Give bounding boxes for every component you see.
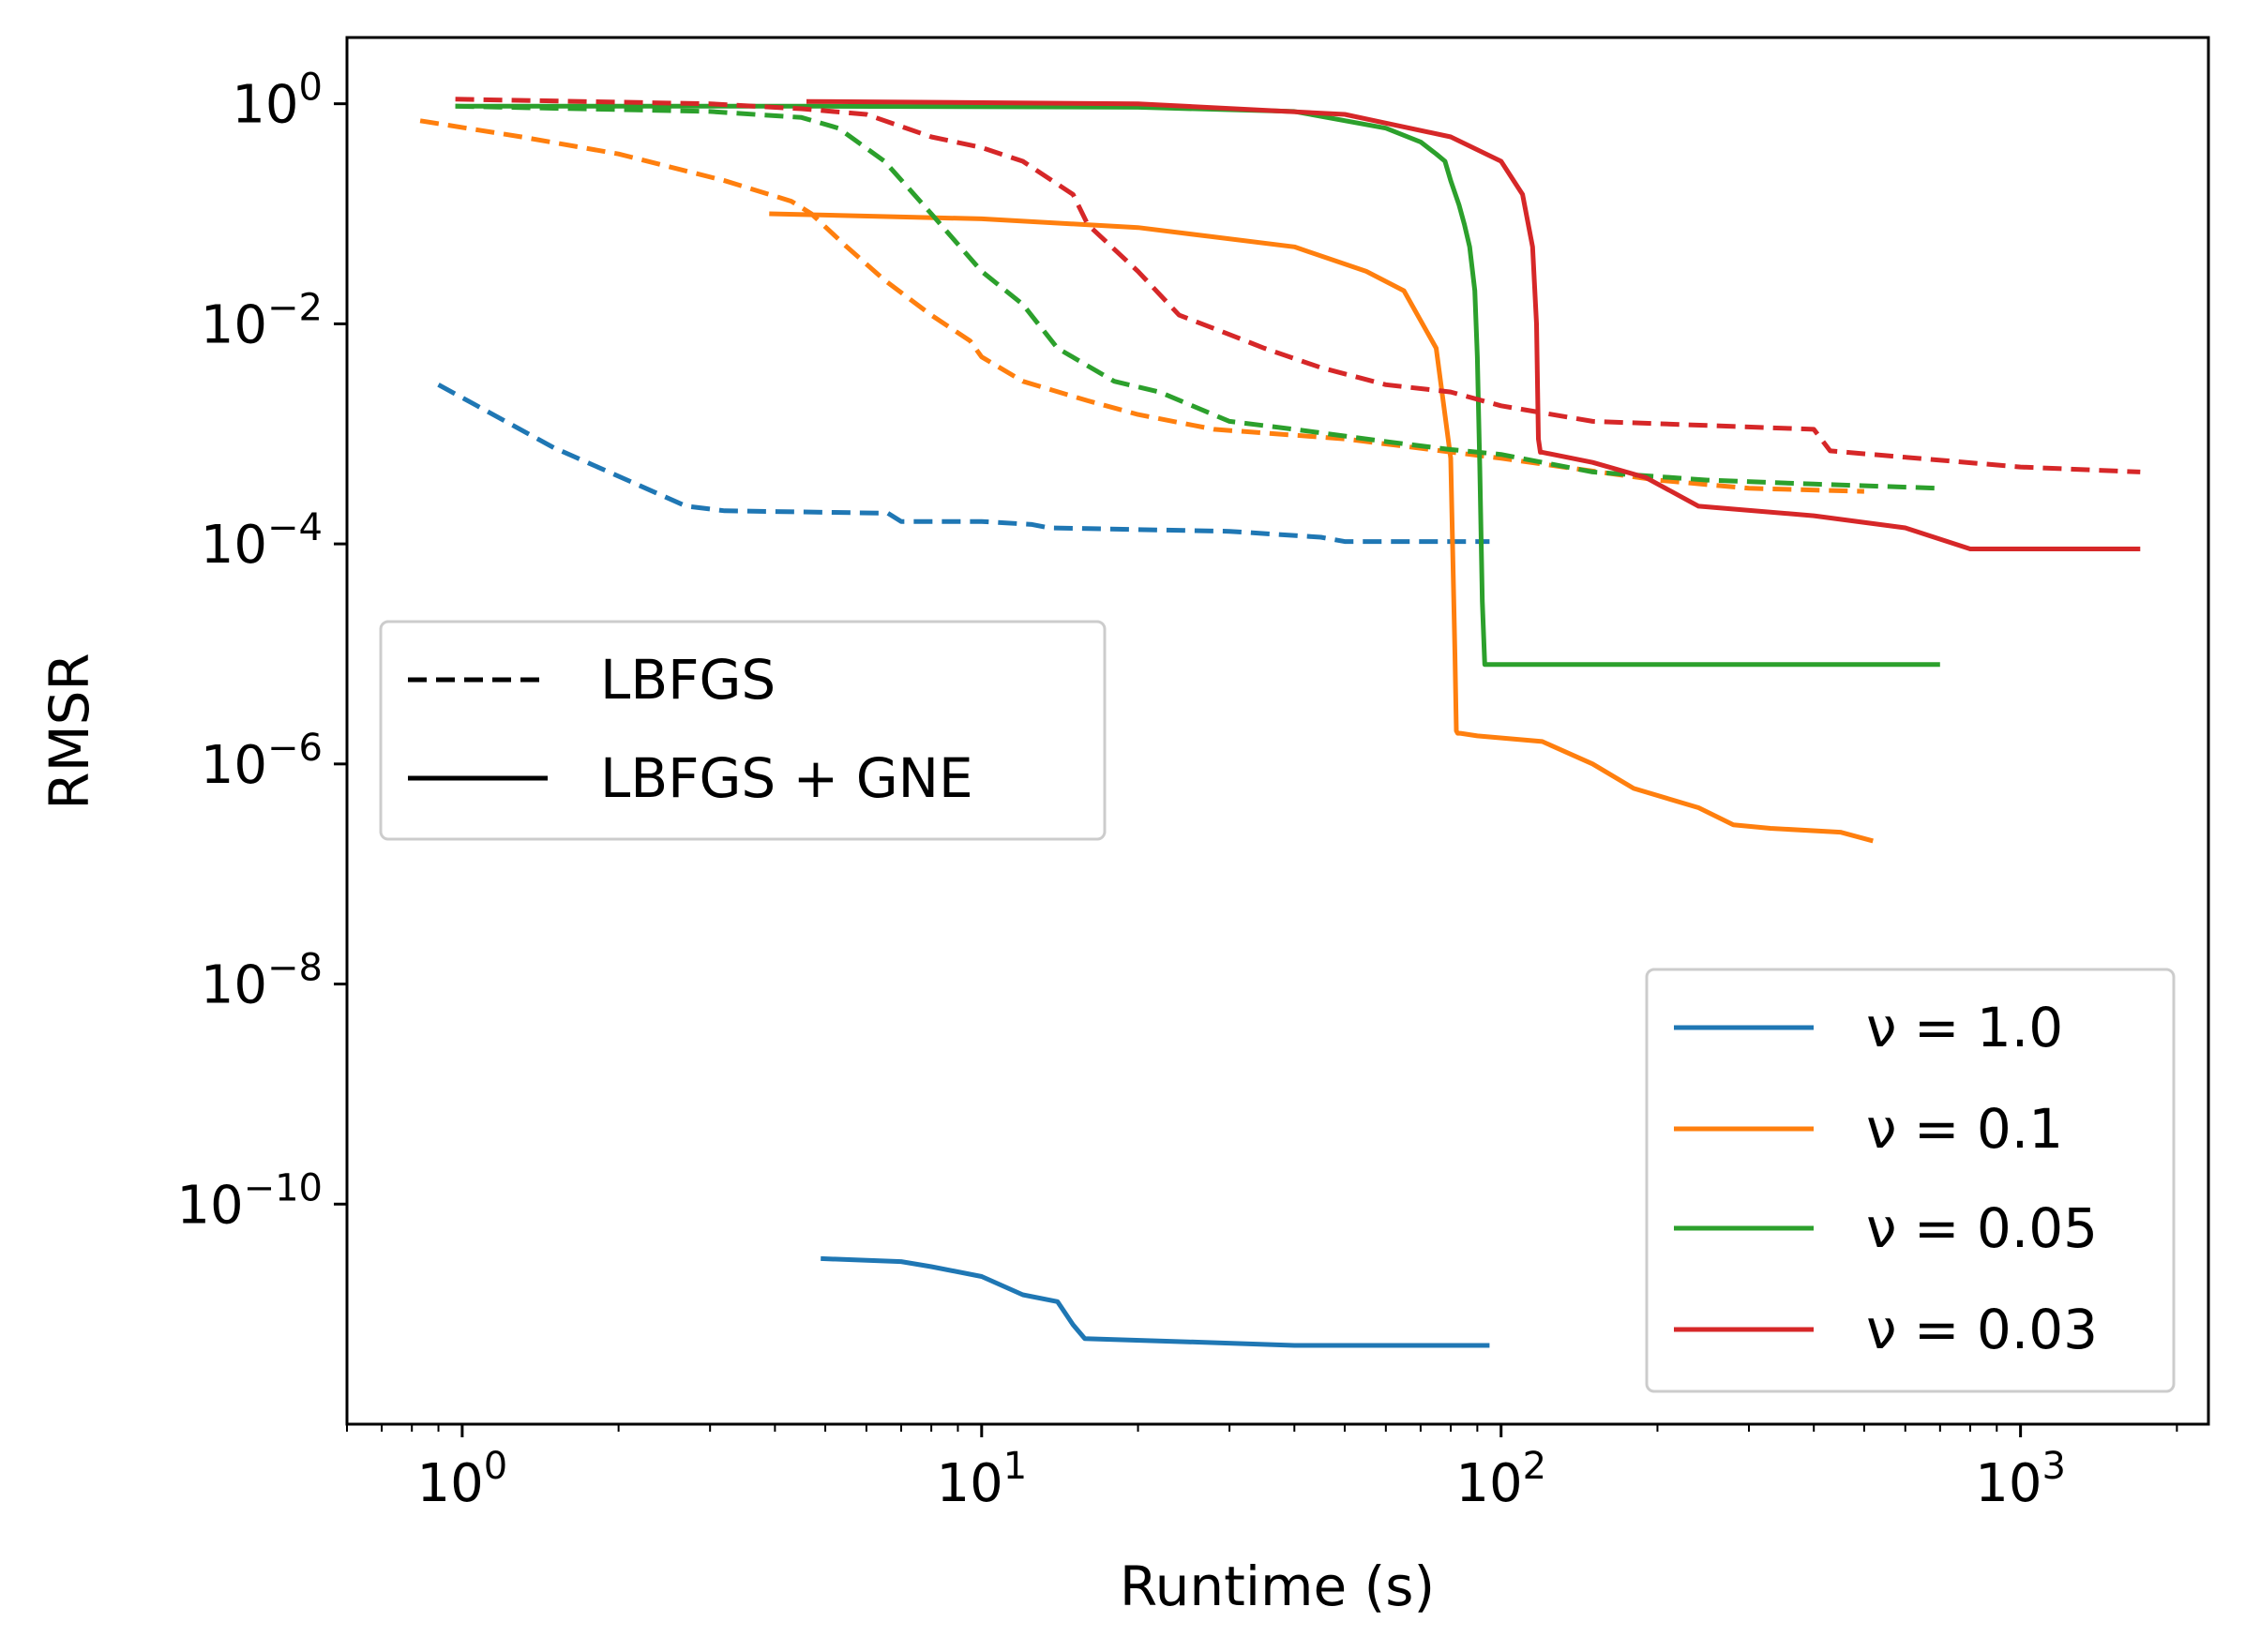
series-line-0-1-lbfgs	[419, 118, 1864, 494]
y-axis: 100 10−2 10−4 10−6 10−8 10−10	[176, 67, 347, 1236]
x-tick-label: 101	[936, 1445, 1027, 1514]
series-line-1-0-lbfgs-gne	[821, 1255, 1490, 1348]
y-tick-label: 10−2	[201, 286, 323, 355]
series-line-1-0-lbfgs	[437, 383, 1490, 545]
series-line-0-03-lbfgs-gne	[806, 98, 2141, 551]
y-tick-label: 10−8	[201, 947, 323, 1016]
x-axis-label: Runtime (s)	[1120, 1554, 1435, 1618]
legend-nu-box	[1645, 968, 2176, 1393]
legend-style-label-gne: LBFGS + GNE	[600, 746, 973, 810]
x-tick-label: 102	[1455, 1445, 1546, 1514]
series-layer	[419, 97, 2141, 1348]
y-tick-label: 10−4	[201, 506, 323, 576]
y-tick-label: 100	[232, 67, 323, 136]
y-axis-label: RMSR	[38, 653, 101, 809]
legend-nu-label-1-0: ν = 1.0	[1866, 996, 2063, 1059]
legend-nu-label-0-05: ν = 0.05	[1866, 1196, 2098, 1260]
x-axis: 100 101 102 103	[417, 1424, 2066, 1514]
x-tick-label: 103	[1975, 1445, 2066, 1514]
series-line-0-1-lbfgs-gne	[769, 211, 1874, 844]
y-tick-label: 10−10	[176, 1166, 323, 1236]
series-line-0-05-lbfgs	[455, 103, 1940, 491]
legend-style-box	[379, 620, 1107, 841]
legend-style: LBFGS LBFGS + GNE	[379, 620, 1107, 841]
legend-nu-label-0-1: ν = 0.1	[1866, 1097, 2063, 1161]
legend-nu: ν = 1.0 ν = 0.1 ν = 0.05 ν = 0.03	[1645, 968, 2176, 1393]
y-tick-label: 10−6	[201, 727, 323, 796]
x-tick-label: 100	[417, 1445, 508, 1514]
legend-style-label-lbfgs: LBFGS	[600, 648, 776, 712]
series-line-0-03-lbfgs	[455, 97, 2141, 474]
plot-frame	[345, 36, 2210, 1426]
legend-nu-label-0-03: ν = 0.03	[1866, 1298, 2098, 1361]
